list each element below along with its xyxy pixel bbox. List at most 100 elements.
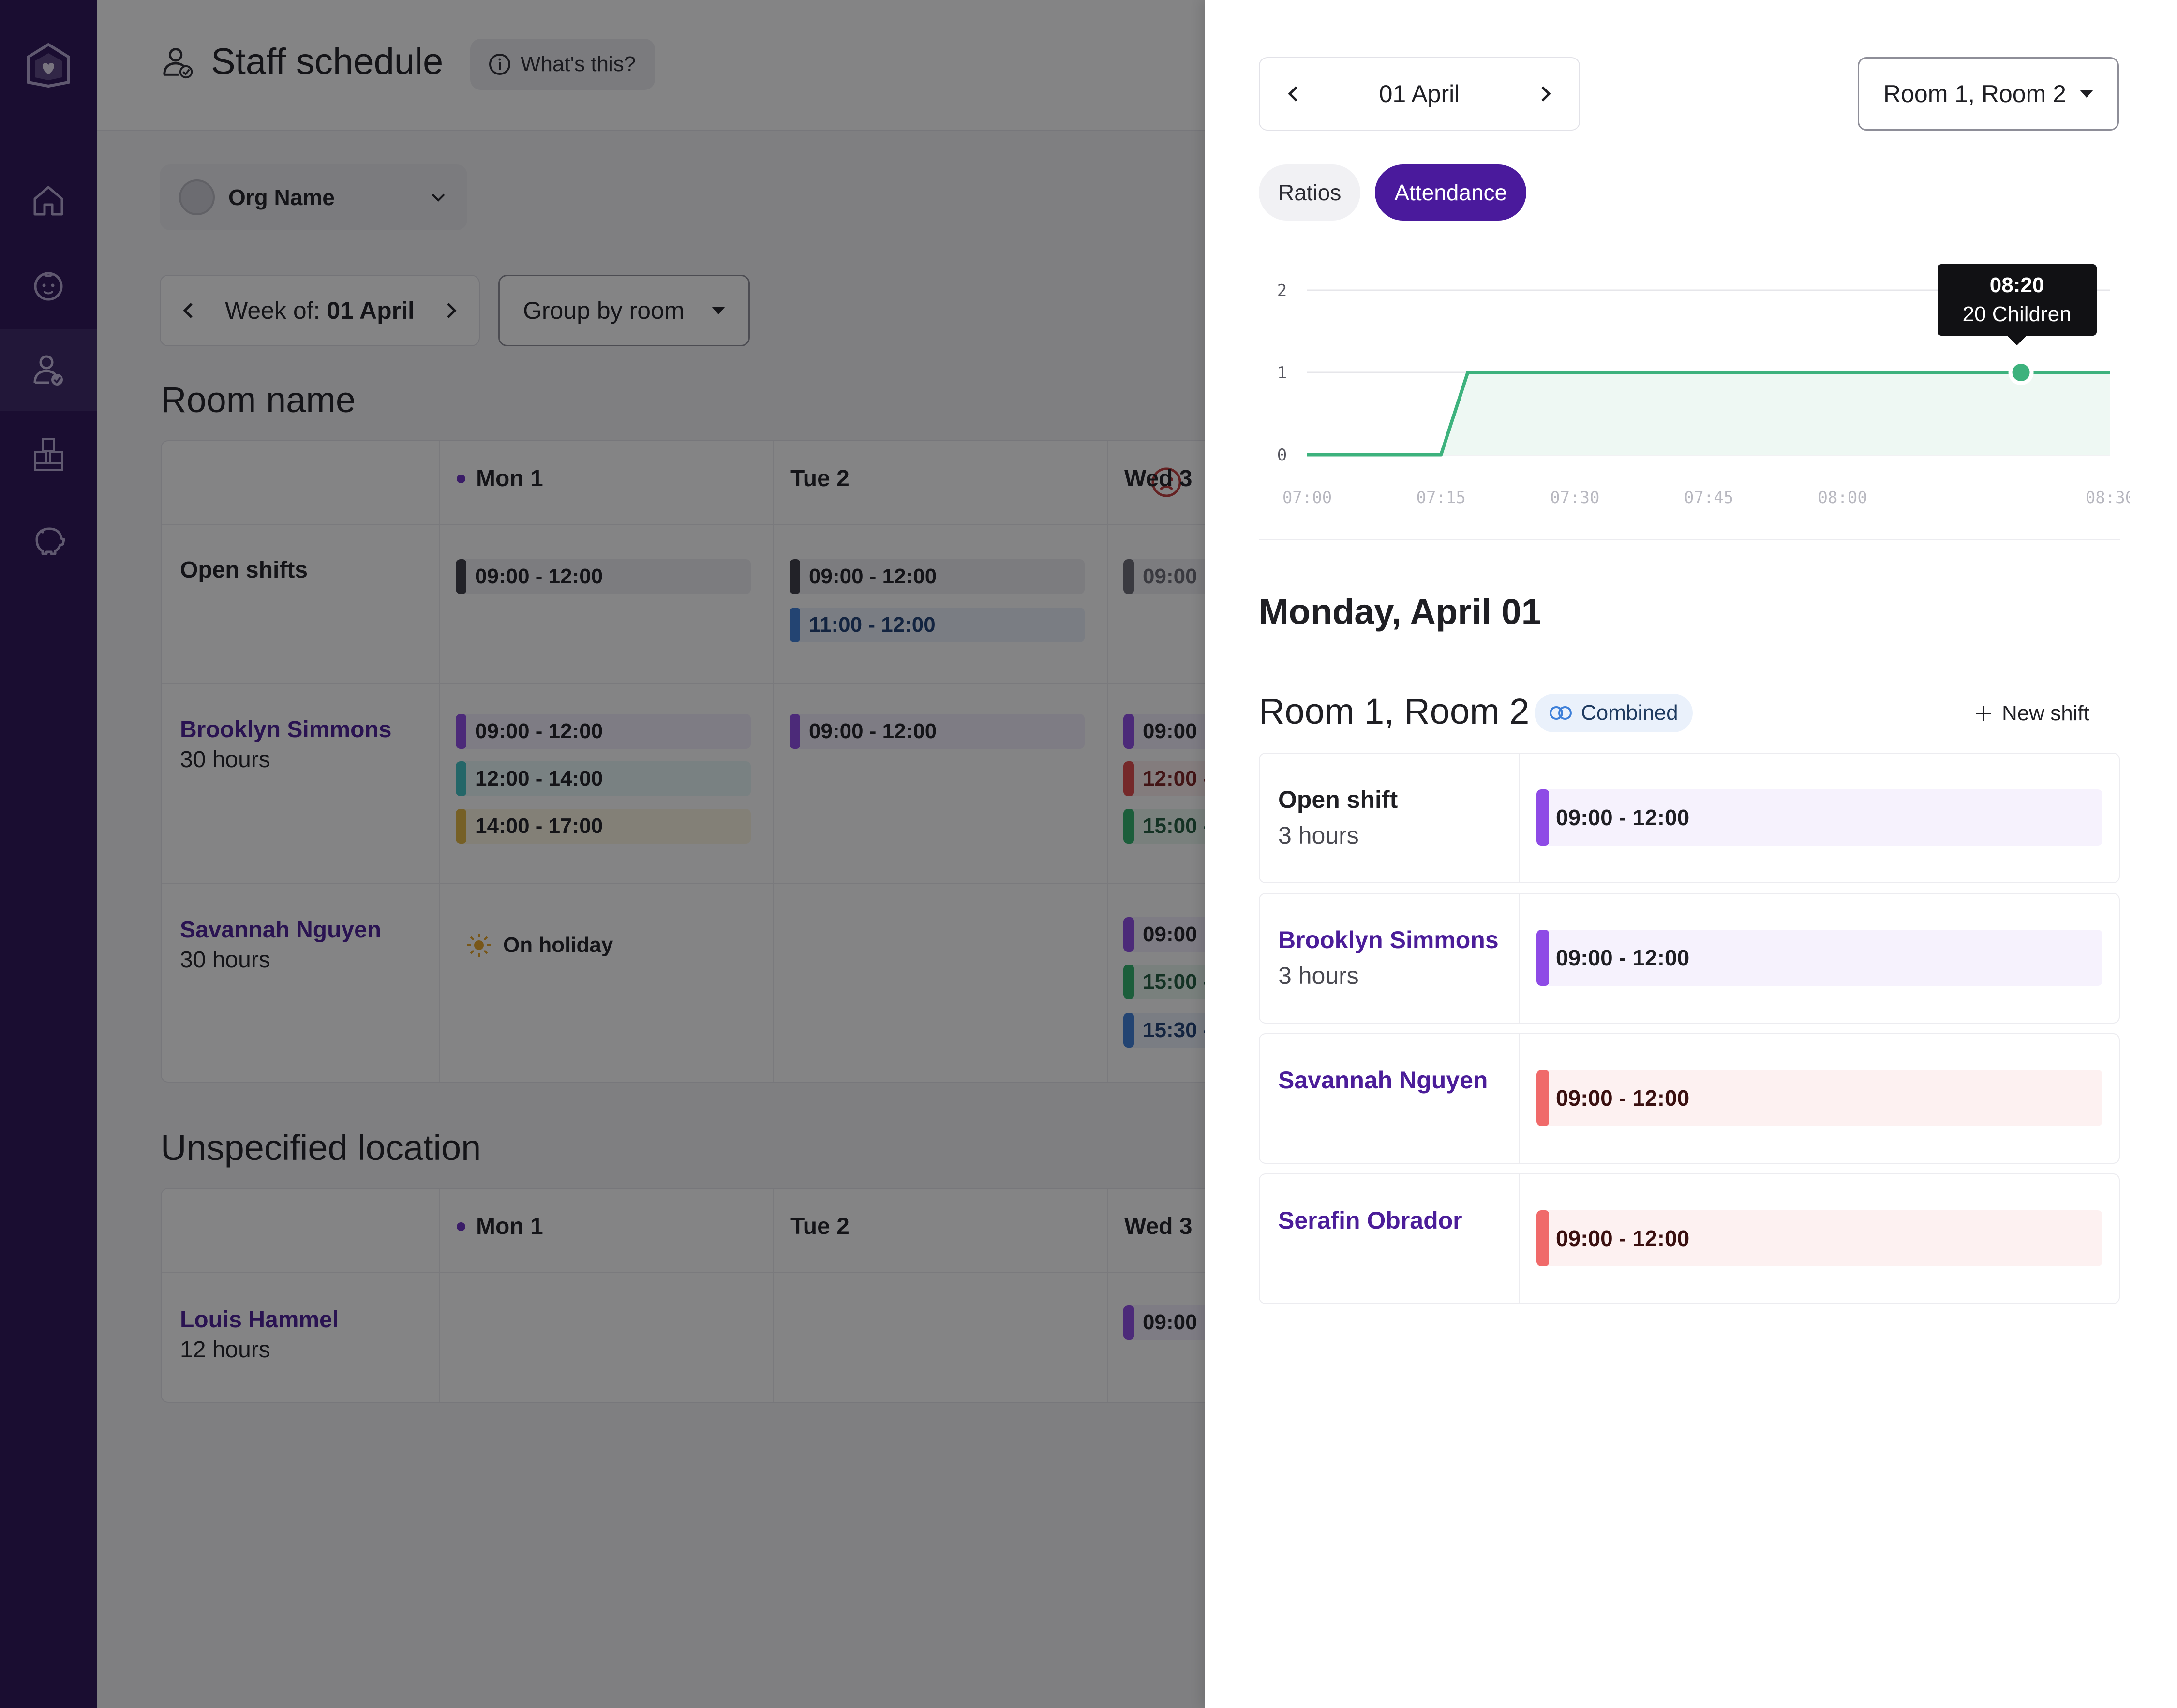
shift-chip[interactable]: 09:00 - 12:00 (1536, 789, 2102, 846)
day-header-wed: Wed 3 (1124, 1214, 1193, 1239)
staff-name-link[interactable]: Louis Hammel (180, 1307, 339, 1333)
sidebar-item-finance[interactable] (0, 498, 97, 580)
y-tick-label: 1 (1277, 363, 1287, 383)
week-label: Week of: 01 April (225, 297, 415, 324)
staff-name-link[interactable]: Brooklyn Simmons (1278, 926, 1499, 953)
shift-card: Brooklyn Simmons 3 hours 09:00 - 12:00 (1259, 893, 2120, 1024)
shift-chip[interactable]: 09:00 - 12:00 (1536, 930, 2102, 986)
tab-attendance[interactable]: Attendance (1375, 164, 1527, 221)
date-label: 01 April (1379, 80, 1460, 107)
today-dot (457, 1222, 465, 1231)
shift-hours: 3 hours (1278, 962, 1359, 989)
hover-point (2008, 360, 2034, 385)
page-header: Staff schedule What's this? (97, 0, 1205, 131)
chevron-right-icon[interactable] (440, 300, 462, 321)
week-navigator: Week of: 01 April (160, 275, 480, 346)
chevron-down-icon (432, 193, 445, 202)
shift-card: Serafin Obrador 09:00 - 12:00 (1259, 1173, 2120, 1304)
sidebar-item-home[interactable] (0, 160, 97, 242)
x-tick-label: 08:30 (2086, 488, 2130, 507)
staff-name-link[interactable]: Serafin Obrador (1278, 1207, 1462, 1234)
room-filter-value: Room 1, Room 2 (1883, 80, 2066, 107)
sidebar-item-children[interactable] (0, 244, 97, 327)
shift-chip[interactable]: 09:00 - 12:00 (790, 559, 1085, 594)
chevron-left-icon[interactable] (178, 300, 199, 321)
room-schedule-grid: Mon 1 Tue 2 Wed 3 Open shifts 09:00 - 12… (161, 440, 1205, 1083)
row-brooklyn-simmons: Brooklyn Simmons 30 hours (180, 715, 391, 775)
staff-icon (33, 355, 63, 386)
unspecified-section-title: Unspecified location (161, 1128, 481, 1168)
x-tick-label: 07:45 (1684, 488, 1733, 507)
tab-ratios[interactable]: Ratios (1259, 164, 1361, 221)
sidebar-item-learning[interactable] (0, 414, 97, 496)
org-selector[interactable]: Org Name (160, 164, 467, 230)
x-tick-label: 08:00 (1818, 488, 1867, 507)
tooltip-value: 20 Children (1962, 302, 2072, 326)
sidebar (0, 0, 97, 1708)
shift-card: Savannah Nguyen 09:00 - 12:00 (1259, 1033, 2120, 1164)
sidebar-item-staff[interactable] (0, 329, 97, 411)
shift-chip[interactable]: 09:00 - 12:00 (456, 559, 751, 594)
whats-this-label: What's this? (521, 52, 636, 76)
page-title: Staff schedule (211, 41, 444, 82)
link-rings-icon (1550, 706, 1572, 720)
date-navigator: 01 April (1259, 57, 1580, 131)
info-icon (489, 54, 510, 75)
group-by-label: Group by room (523, 297, 685, 324)
x-tick-label: 07:30 (1550, 488, 1599, 507)
room-filter-select[interactable]: Room 1, Room 2 (1858, 57, 2119, 131)
attendance-chart: 0 1 2 07:00 07:15 07:30 07:45 08:00 08:30 (1277, 281, 2130, 507)
whats-this-button[interactable]: What's this? (470, 39, 656, 90)
tooltip-time: 08:20 (1989, 273, 2044, 297)
shift-chip[interactable]: 15:00 - (1123, 965, 1205, 999)
shift-hours: 3 hours (1278, 822, 1359, 849)
shift-chip[interactable]: 09:00 (1123, 559, 1205, 594)
shift-chip[interactable]: 09:00 (1123, 714, 1205, 749)
day-header-mon: Mon 1 (457, 1213, 543, 1240)
app-logo-icon[interactable] (21, 38, 75, 92)
caret-down-icon (712, 307, 725, 314)
room-section-title: Room name (161, 380, 356, 420)
divider (1259, 539, 2120, 540)
series-line (1307, 371, 2110, 457)
day-detail-panel: 01 April Room 1, Room 2 Ratios Attendanc… (1205, 0, 2177, 1708)
shift-chip[interactable]: 09:00 (1123, 1305, 1205, 1340)
org-name: Org Name (228, 185, 335, 210)
shift-chip[interactable]: 09:00 - 12:00 (1536, 1070, 2102, 1126)
staff-name-link[interactable]: Savannah Nguyen (180, 917, 382, 943)
staff-name-link[interactable]: Brooklyn Simmons (180, 717, 392, 743)
sun-icon (467, 934, 491, 957)
day-title: Monday, April 01 (1259, 592, 1541, 632)
shift-chip[interactable]: 15:00 - (1123, 809, 1205, 844)
y-tick-label: 2 (1277, 281, 1287, 300)
shift-chip[interactable]: 09:00 (1123, 917, 1205, 952)
shift-chip[interactable]: 14:00 - 17:00 (456, 809, 751, 844)
group-by-select[interactable]: Group by room (498, 275, 750, 346)
shift-chip[interactable]: 12:00 - (1123, 761, 1205, 796)
caret-down-icon (2080, 90, 2093, 98)
chevron-right-icon[interactable] (1535, 83, 1556, 104)
shift-chip[interactable]: 09:00 - 12:00 (1536, 1210, 2102, 1266)
shift-chip[interactable]: 09:00 - 12:00 (790, 714, 1085, 749)
shift-chip[interactable]: 11:00 - 12:00 (790, 608, 1085, 642)
plus-icon (1976, 706, 1991, 721)
x-tick-label: 07:00 (1282, 488, 1332, 507)
y-tick-label: 0 (1277, 446, 1287, 465)
new-shift-button[interactable]: New shift (1974, 697, 2089, 730)
shift-chip[interactable]: 15:30 - (1123, 1013, 1205, 1048)
row-louis-hammel: Louis Hammel 12 hours (180, 1305, 339, 1365)
shift-card: Open shift 3 hours 09:00 - 12:00 (1259, 753, 2120, 883)
org-avatar (179, 179, 215, 215)
unspecified-schedule-grid: Mon 1 Tue 2 Wed 3 Louis Hammel 12 hours 0… (161, 1188, 1205, 1403)
chart-tooltip: 08:20 20 Children (1937, 264, 2097, 345)
learning-blocks-icon (34, 438, 63, 471)
day-header-tue: Tue 2 (790, 1214, 850, 1239)
child-icon (34, 272, 63, 301)
shift-chip[interactable]: 09:00 - 12:00 (456, 714, 751, 749)
combined-badge: Combined (1535, 694, 1693, 732)
shift-chip[interactable]: 12:00 - 14:00 (456, 761, 751, 796)
chevron-left-icon[interactable] (1283, 83, 1304, 104)
day-header-tue: Tue 2 (790, 466, 850, 491)
main-content: Staff schedule What's this? Org Name Wee… (97, 0, 1205, 1708)
staff-name-link[interactable]: Savannah Nguyen (1278, 1067, 1488, 1094)
